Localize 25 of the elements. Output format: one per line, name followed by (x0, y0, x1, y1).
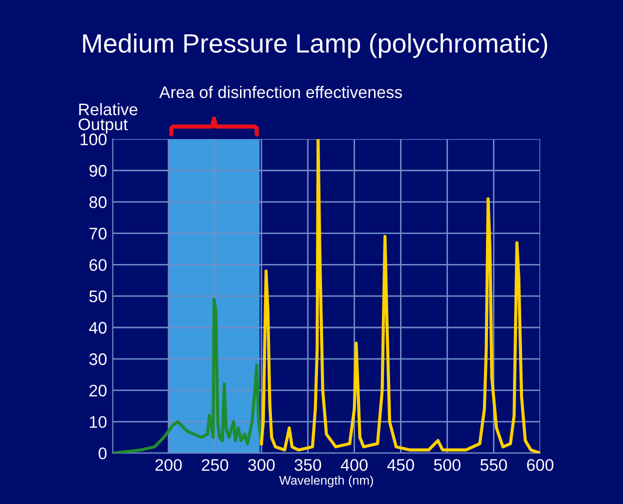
y-tick-label: 30 (89, 353, 107, 366)
y-tick-label: 0 (98, 447, 107, 460)
line-series (112, 298, 263, 454)
x-tick-label: 300 (248, 459, 275, 471)
y-tick-label: 90 (89, 164, 107, 177)
y-tick-label: 20 (90, 384, 107, 396)
x-tick-label: 400 (340, 459, 368, 471)
x-axis-title: Wavelength (nm) (279, 476, 374, 488)
y-tick-label: 40 (89, 322, 107, 334)
y-tick-label: 70 (90, 228, 107, 240)
x-tick-label: 200 (155, 459, 182, 471)
x-tick-label: 500 (434, 459, 460, 471)
y-tick-label: 80 (89, 196, 107, 208)
x-tick-label: 450 (387, 459, 414, 471)
y-tick-label: 60 (90, 259, 107, 271)
x-tick-label: 600 (527, 459, 554, 471)
chart-title: Medium Pressure Lamp (polychromatic) (83, 33, 548, 58)
x-tick-label: 350 (294, 459, 322, 471)
x-tick-label: 250 (202, 459, 228, 471)
y-tick-label: 50 (89, 290, 107, 302)
band-label: Area of disinfection effectiveness (159, 86, 402, 98)
x-tick-label: 550 (480, 459, 507, 471)
y-tick-label: 10 (90, 416, 107, 428)
y-tick-label: 100 (80, 134, 107, 146)
y-axis-title: Relative Output (78, 103, 138, 134)
